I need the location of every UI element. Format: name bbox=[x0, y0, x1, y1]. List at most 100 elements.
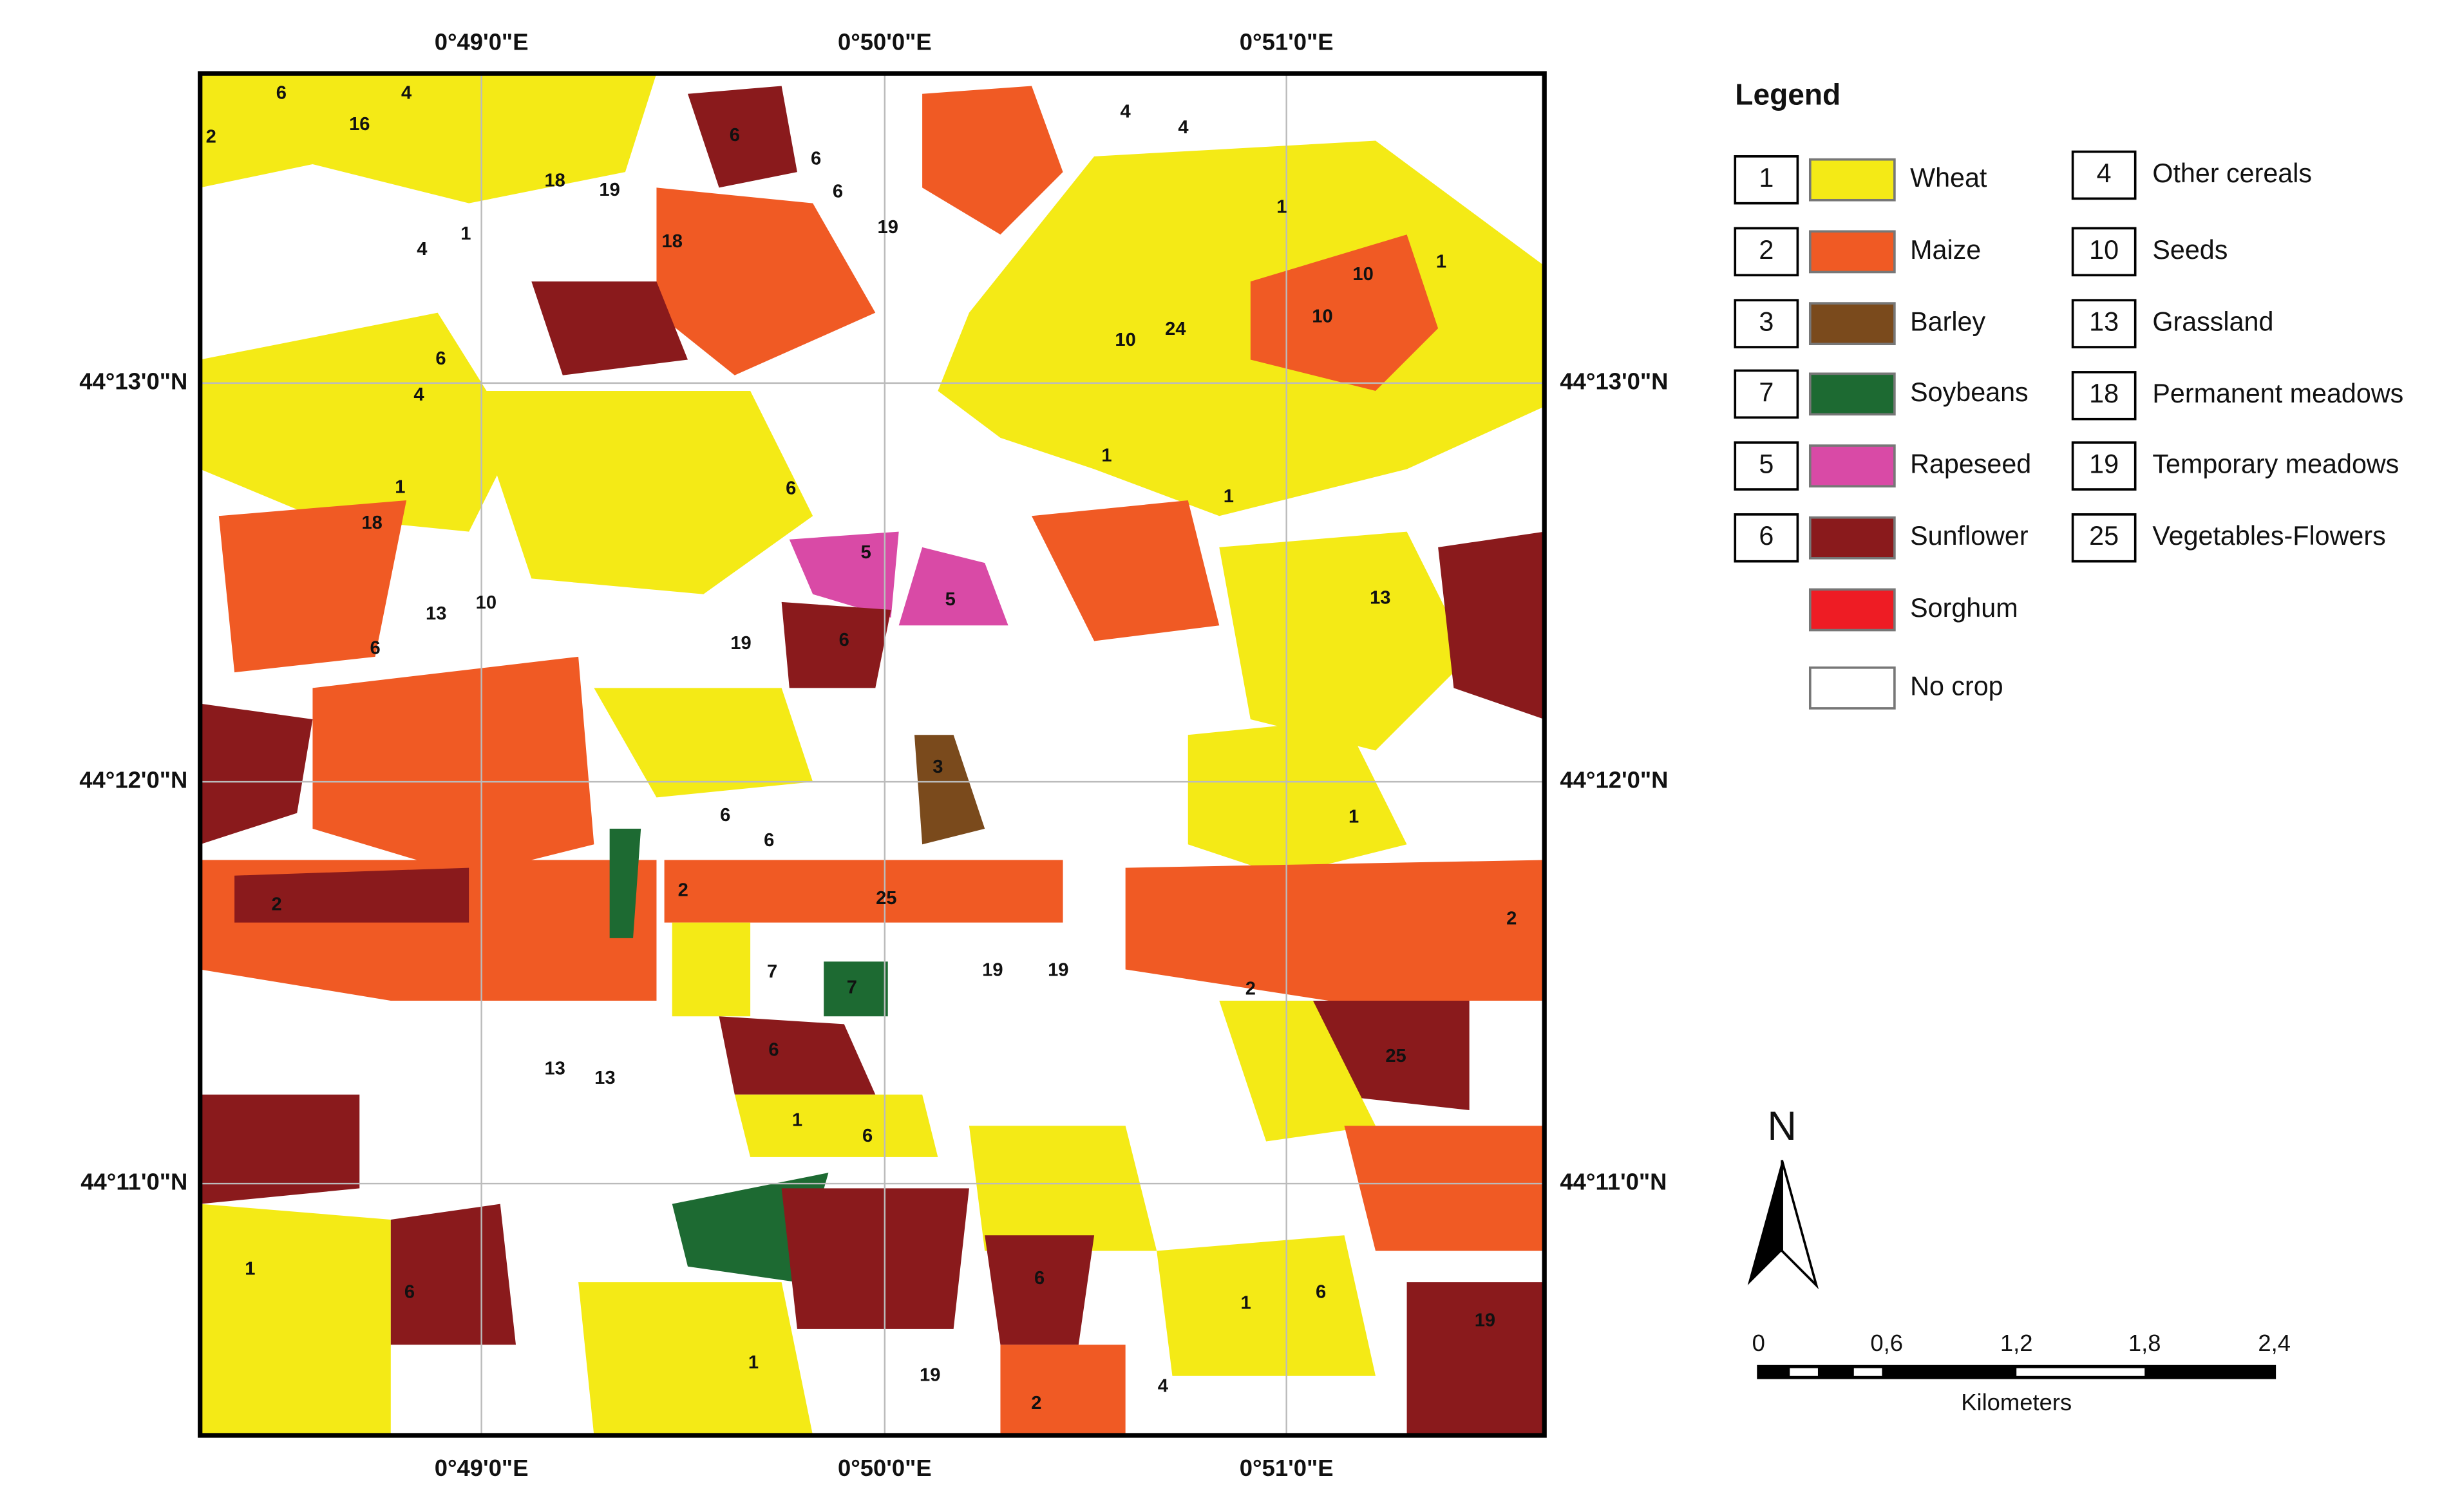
legend-label: No crop bbox=[1910, 671, 2003, 701]
legend-label: Permanent meadows bbox=[2152, 379, 2403, 408]
parcel-label: 13 bbox=[426, 603, 446, 624]
legend-label: Rapeseed bbox=[1910, 449, 2031, 478]
parcel-label: 6 bbox=[1316, 1282, 1326, 1303]
parcel-label: 4 bbox=[1158, 1375, 1169, 1396]
parcel-label: 25 bbox=[1385, 1046, 1406, 1066]
legend-code: 6 bbox=[1759, 521, 1774, 551]
legend-title: Legend bbox=[1735, 78, 1841, 111]
parcel-label: 6 bbox=[370, 638, 380, 658]
parcel-label: 10 bbox=[1352, 264, 1373, 285]
parcel-label: 6 bbox=[811, 148, 821, 169]
barley-area bbox=[914, 735, 985, 845]
parcel-label: 2 bbox=[1245, 979, 1256, 999]
legend-code: 3 bbox=[1759, 307, 1774, 337]
lon-label: 0°49'0"E bbox=[435, 29, 529, 55]
legend: 1 Wheat 2 Maize 3 Barley 7 Soybeans 5 Rapeseed 6 Su… bbox=[1734, 150, 2403, 710]
legend-label: Temporary meadows bbox=[2152, 449, 2399, 478]
parcel-label: 2 bbox=[1031, 1393, 1041, 1413]
parcel-label: 10 bbox=[1115, 330, 1135, 350]
parcel-label: 6 bbox=[720, 805, 730, 826]
legend-label: Grassland bbox=[2152, 307, 2273, 337]
legend-swatch bbox=[1808, 158, 1896, 202]
maize-area bbox=[218, 500, 407, 673]
legend-code: 2 bbox=[1759, 235, 1774, 265]
parcel-label: 10 bbox=[476, 592, 497, 613]
maize-area bbox=[312, 656, 594, 876]
sunflower-area bbox=[531, 281, 688, 375]
parcel-label: 4 bbox=[1121, 102, 1131, 122]
lon-label: 0°51'0"E bbox=[1240, 1455, 1334, 1481]
legend-code: 5 bbox=[1759, 449, 1774, 478]
soybean-area bbox=[609, 828, 641, 938]
parcel-label: 19 bbox=[920, 1365, 940, 1385]
maize-area bbox=[1250, 234, 1439, 392]
scale-label: 2,4 bbox=[2258, 1330, 2291, 1356]
legend-code: 25 bbox=[2089, 521, 2119, 551]
maize-area bbox=[1000, 1345, 1126, 1436]
legend-code-box bbox=[2071, 371, 2137, 421]
legend-code-box bbox=[2071, 513, 2137, 563]
land-cover bbox=[200, 73, 1545, 1436]
wheat-area bbox=[200, 312, 516, 532]
parcel-label: 13 bbox=[594, 1068, 615, 1088]
legend-code-box bbox=[2071, 441, 2137, 491]
legend-swatch bbox=[1808, 516, 1896, 560]
parcel-label: 6 bbox=[839, 630, 849, 650]
sunflower-area bbox=[234, 867, 469, 923]
parcel-label: 18 bbox=[544, 170, 565, 191]
wheat-area bbox=[734, 1094, 938, 1157]
sunflower-area bbox=[390, 1204, 516, 1345]
legend-label: Sunflower bbox=[1910, 521, 2029, 551]
north-label: N bbox=[1767, 1104, 1797, 1149]
parcel-label: 19 bbox=[982, 960, 1003, 981]
maize-area bbox=[1125, 860, 1545, 1001]
graticule bbox=[200, 73, 1545, 1436]
sunflower-area bbox=[781, 601, 891, 688]
wheat-area bbox=[938, 140, 1545, 516]
scale-segment bbox=[2016, 1368, 2145, 1376]
parcel-label: 2 bbox=[678, 880, 688, 901]
legend-code: 13 bbox=[2089, 307, 2119, 337]
legend-swatch bbox=[1808, 444, 1896, 487]
parcel-label: 6 bbox=[768, 1039, 779, 1060]
parcel-label: 1 bbox=[1349, 807, 1359, 827]
legend-swatch bbox=[1808, 588, 1896, 632]
parcel-label: 7 bbox=[767, 961, 777, 982]
wheat-area bbox=[469, 391, 813, 594]
legend-swatch bbox=[1808, 372, 1896, 416]
wheat-area bbox=[578, 1282, 813, 1436]
sunflower-area bbox=[200, 1094, 360, 1204]
parcel-label: 4 bbox=[413, 384, 424, 405]
sunflower-area bbox=[985, 1235, 1095, 1345]
legend-code: 18 bbox=[2089, 379, 2119, 408]
lat-label: 44°13'0"N bbox=[1560, 368, 1668, 395]
map-frame bbox=[198, 71, 1547, 1438]
legend-code: 19 bbox=[2089, 449, 2119, 478]
wheat-area bbox=[672, 922, 751, 1017]
parcel-label: 25 bbox=[876, 888, 896, 909]
legend-code-box bbox=[1734, 513, 1799, 563]
scale-label: 0 bbox=[1752, 1330, 1765, 1356]
lon-label: 0°50'0"E bbox=[838, 29, 932, 55]
parcel-label: 1 bbox=[395, 477, 405, 497]
lat-label: 44°12'0"N bbox=[1560, 767, 1668, 793]
parcel-label: 7 bbox=[847, 977, 857, 997]
legend-code-box bbox=[1734, 369, 1799, 419]
parcel-label: 1 bbox=[460, 223, 471, 244]
parcel-label: 6 bbox=[276, 82, 287, 103]
parcel-label: 18 bbox=[361, 513, 382, 533]
rapeseed-area bbox=[789, 531, 899, 618]
scale-label: 1,2 bbox=[2000, 1330, 2033, 1356]
parcel-label: 6 bbox=[764, 830, 774, 851]
parcel-label: 3 bbox=[932, 757, 943, 777]
lat-label: 44°11'0"N bbox=[1560, 1169, 1667, 1195]
sunflower-area bbox=[1438, 531, 1545, 719]
parcel-label: 1 bbox=[245, 1258, 255, 1279]
wheat-area bbox=[969, 1126, 1157, 1251]
legend-code: 1 bbox=[1759, 163, 1774, 193]
legend-label: Barley bbox=[1910, 307, 1985, 337]
legend-code-box bbox=[1734, 227, 1799, 277]
wheat-area bbox=[1157, 1235, 1376, 1376]
parcel-label: 13 bbox=[544, 1059, 565, 1079]
